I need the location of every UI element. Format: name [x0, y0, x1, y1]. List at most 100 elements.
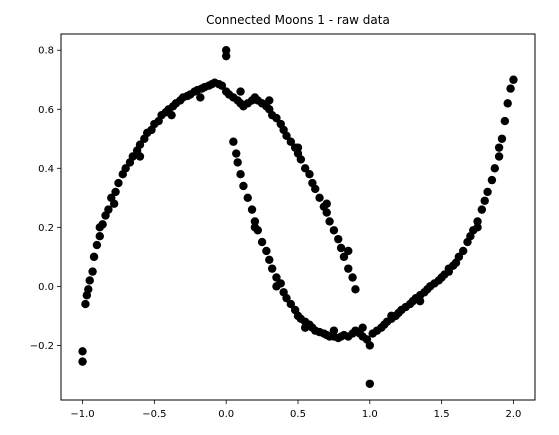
data-point	[305, 170, 314, 179]
data-point	[262, 246, 271, 256]
data-point	[239, 181, 248, 191]
x-tick-label: 1.5	[434, 409, 450, 420]
data-point	[344, 246, 353, 256]
data-point	[78, 357, 87, 366]
data-point	[243, 193, 252, 203]
y-tick-label: −0.2	[30, 341, 54, 352]
data-point	[334, 234, 343, 244]
data-point	[232, 149, 241, 158]
data-point	[229, 137, 238, 146]
x-tick-label: −0.5	[142, 409, 166, 420]
y-tick-label: 0.0	[38, 282, 54, 293]
data-point	[480, 196, 489, 205]
data-point	[322, 199, 331, 208]
data-point	[339, 252, 349, 262]
data-point	[272, 273, 281, 282]
data-point	[415, 296, 425, 306]
x-tick-label: −1.0	[70, 409, 94, 420]
data-point	[494, 143, 504, 152]
data-point	[272, 282, 281, 291]
data-point	[344, 264, 353, 273]
data-point	[121, 164, 130, 173]
y-tick-label: 0.6	[38, 105, 54, 116]
data-point	[282, 131, 291, 141]
data-point	[104, 205, 113, 214]
data-point	[473, 223, 482, 232]
data-point	[286, 137, 296, 146]
data-point	[322, 208, 331, 217]
data-point	[286, 299, 296, 309]
x-tick-label: 0.0	[218, 409, 234, 420]
data-point	[217, 81, 227, 90]
data-point	[128, 152, 138, 161]
data-point	[296, 155, 306, 164]
data-point	[483, 187, 492, 197]
data-point	[84, 285, 93, 294]
data-point	[247, 205, 257, 214]
data-point	[85, 276, 94, 285]
data-point	[265, 96, 274, 105]
data-point	[487, 175, 497, 185]
data-point	[300, 164, 310, 173]
data-point	[444, 264, 454, 273]
x-axis-ticks: −1.0 −0.5 0.0 0.5 1.0 1.5 2.0	[70, 400, 521, 420]
data-point	[503, 99, 512, 108]
scatter-points	[78, 46, 518, 388]
data-point	[454, 252, 464, 262]
data-point	[351, 285, 360, 294]
x-tick-label: 0.5	[290, 409, 306, 420]
data-point	[293, 143, 303, 152]
data-point	[196, 93, 205, 102]
data-point	[109, 199, 119, 208]
data-point	[325, 217, 334, 226]
x-tick-label: 1.0	[362, 409, 378, 420]
data-point	[89, 252, 99, 262]
data-point	[365, 379, 375, 388]
data-point	[509, 75, 518, 84]
data-point	[282, 293, 291, 303]
data-point	[506, 84, 515, 93]
y-axis-ticks: −0.2 0.0 0.2 0.4 0.6 0.8	[30, 46, 61, 352]
x-tick-label: 2.0	[506, 409, 522, 420]
data-point	[250, 223, 260, 232]
data-point	[114, 178, 123, 188]
data-point	[477, 205, 487, 214]
data-point	[500, 116, 510, 126]
y-tick-label: 0.2	[38, 223, 54, 234]
data-point	[167, 110, 176, 120]
data-point	[78, 347, 87, 356]
data-point	[490, 164, 499, 173]
data-point	[300, 323, 310, 332]
data-point	[135, 152, 145, 161]
data-point	[272, 113, 281, 123]
plot-frame	[60, 33, 536, 401]
data-point	[221, 51, 231, 61]
data-point	[336, 243, 346, 253]
data-point	[458, 246, 468, 256]
data-point	[111, 187, 120, 197]
data-point	[221, 46, 231, 55]
data-point	[473, 217, 482, 226]
y-tick-label: 0.4	[38, 164, 54, 175]
data-point	[494, 152, 504, 161]
y-tick-label: 0.8	[38, 46, 54, 57]
data-point	[329, 326, 339, 335]
chart-title: Connected Moons 1 - raw data	[206, 13, 390, 27]
data-point	[387, 311, 396, 321]
data-point	[257, 237, 267, 247]
data-point	[250, 217, 260, 226]
data-point	[329, 226, 339, 235]
data-point	[267, 264, 277, 273]
data-point	[95, 223, 104, 232]
data-point	[497, 134, 507, 143]
data-point	[135, 140, 145, 149]
data-point	[265, 255, 274, 264]
data-point	[311, 184, 320, 194]
data-point	[233, 158, 242, 167]
data-point	[236, 87, 245, 96]
data-point	[95, 231, 104, 241]
data-point	[236, 170, 245, 179]
data-point	[365, 341, 375, 350]
data-point	[315, 193, 324, 203]
